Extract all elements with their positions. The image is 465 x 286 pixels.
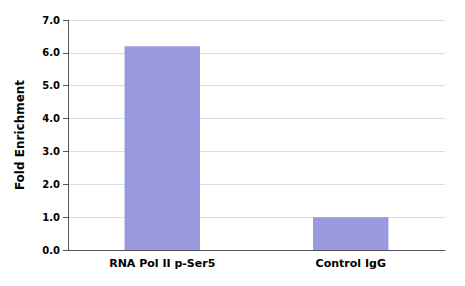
svg-text:1.0: 1.0 (42, 212, 60, 223)
svg-text:2.0: 2.0 (42, 179, 60, 190)
svg-text:5.0: 5.0 (42, 80, 60, 91)
svg-text:3.0: 3.0 (42, 146, 60, 157)
svg-text:6.0: 6.0 (42, 47, 60, 58)
svg-text:Control IgG: Control IgG (316, 257, 386, 270)
svg-text:4.0: 4.0 (42, 113, 60, 124)
svg-text:RNA Pol II p-Ser5: RNA Pol II p-Ser5 (109, 257, 215, 270)
svg-text:Fold Enrichment: Fold Enrichment (13, 80, 27, 190)
svg-text:7.0: 7.0 (42, 15, 60, 26)
svg-text:0.0: 0.0 (42, 245, 60, 256)
